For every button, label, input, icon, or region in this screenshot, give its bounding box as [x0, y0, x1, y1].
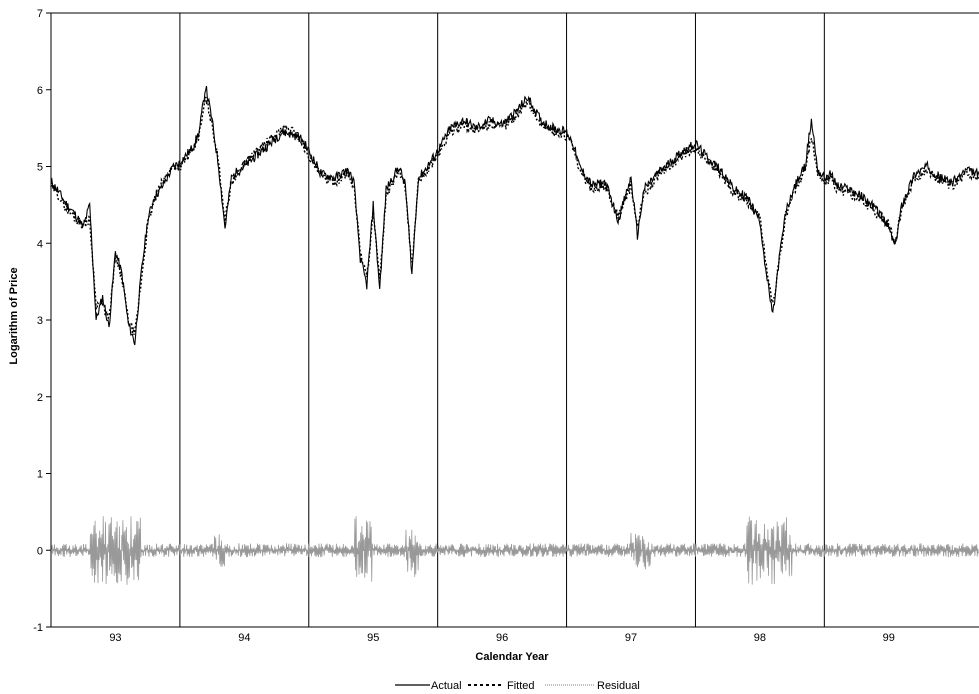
plot-frame [50, 12, 979, 628]
y-axis: -1 0 1 2 3 4 5 6 7 [33, 8, 51, 634]
x-tick-label: 94 [238, 632, 250, 644]
x-tick-label: 97 [625, 632, 637, 644]
y-tick-label: 3 [37, 315, 43, 327]
y-tick-label: 0 [37, 545, 43, 557]
y-tick-label: 4 [37, 238, 43, 250]
y-axis-title: Logarithm of Price [8, 267, 20, 364]
series-layer [50, 85, 979, 585]
x-tick-label: 96 [496, 632, 508, 644]
legend: Actual Fitted Residual [395, 680, 640, 692]
residual-series-line [50, 516, 979, 585]
x-tick-label: 93 [109, 632, 121, 644]
legend-residual-label: Residual [597, 680, 640, 692]
fitted-series-line [50, 96, 979, 335]
x-tick-label: 98 [754, 632, 766, 644]
legend-fitted-label: Fitted [507, 680, 535, 692]
y-tick-label: 5 [37, 162, 43, 174]
y-tick-label: 2 [37, 392, 43, 404]
x-axis-title: Calendar Year [475, 651, 549, 663]
y-tick-label: 7 [37, 8, 43, 20]
actual-series-line [50, 85, 979, 346]
year-dividers [179, 13, 825, 627]
y-tick-label: 1 [37, 469, 43, 481]
x-tick-label: 95 [367, 632, 379, 644]
y-tick-label: -1 [33, 622, 43, 634]
legend-actual-label: Actual [431, 680, 462, 692]
y-tick-label: 6 [37, 85, 43, 97]
x-axis: 93 94 95 96 97 98 99 [109, 632, 895, 644]
x-tick-label: 99 [883, 632, 895, 644]
